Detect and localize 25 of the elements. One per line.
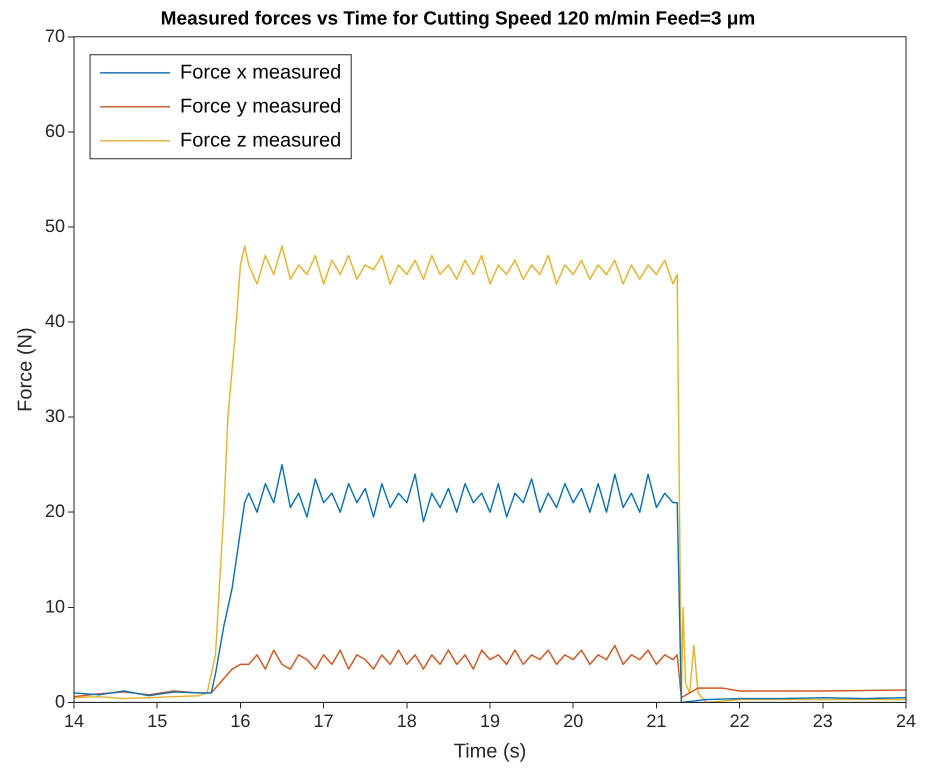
y-tick-label: 40	[44, 311, 66, 332]
y-tick-label: 0	[55, 691, 66, 712]
x-tick-label: 16	[230, 711, 250, 732]
x-tick-label: 17	[314, 711, 334, 732]
x-axis-title: Time (s)	[454, 740, 526, 763]
y-tick-label: 20	[44, 501, 66, 522]
y-tick-label: 30	[44, 406, 66, 426]
x-tick-label: 18	[396, 711, 417, 732]
y-tick-label: 50	[44, 216, 66, 236]
y-axis-title: Force (N)	[14, 327, 37, 412]
chart-title: Measured forces vs Time for Cutting Speed 120 m/min Feed=3 μm	[160, 8, 756, 30]
x-tick-label: 23	[812, 711, 833, 732]
x-tick-label: 21	[646, 711, 666, 732]
y-tick-label: 10	[44, 596, 66, 616]
y-tick-label: 70	[44, 26, 66, 46]
x-tick-label: 20	[563, 711, 584, 732]
x-tick-label: 19	[480, 711, 500, 732]
x-tick-label: 22	[730, 711, 750, 732]
legend-label: Force y measured	[180, 95, 342, 118]
x-tick-label: 24	[896, 711, 916, 732]
x-tick-label: 15	[147, 711, 168, 732]
legend-label: Force x measured	[180, 61, 342, 84]
legend-label: Force z measured	[180, 129, 342, 152]
x-tick-label: 14	[64, 711, 84, 732]
y-tick-label: 60	[44, 120, 66, 141]
